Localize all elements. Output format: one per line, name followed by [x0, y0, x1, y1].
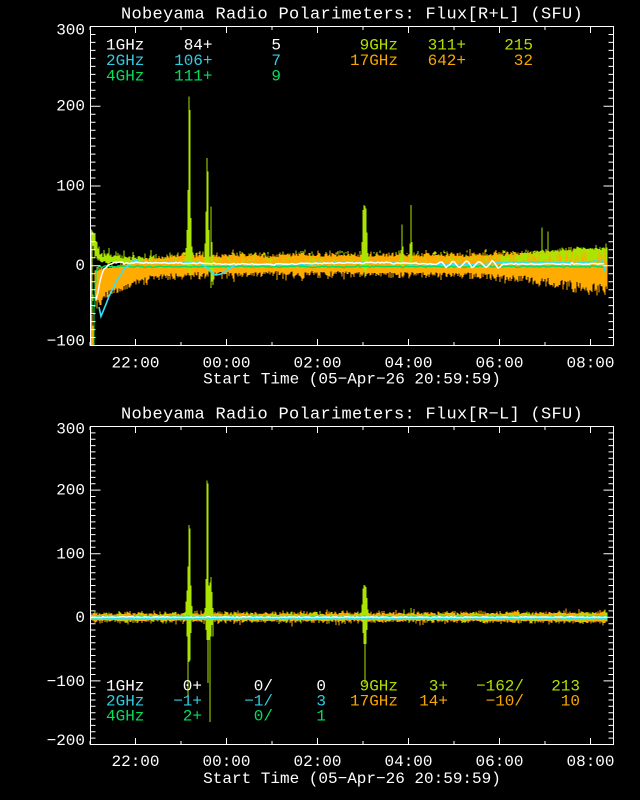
- svg-text:Nobeyama Radio Polarimeters: F: Nobeyama Radio Polarimeters: Flux[R+L] (…: [121, 6, 583, 25]
- svg-text:04:00: 04:00: [384, 355, 432, 373]
- svg-text:3+: 3+: [429, 678, 448, 696]
- svg-text:32: 32: [514, 52, 533, 70]
- svg-text:4GHz: 4GHz: [106, 708, 144, 726]
- svg-text:4GHz: 4GHz: [106, 67, 144, 85]
- svg-text:−100: −100: [47, 333, 85, 351]
- svg-text:84+: 84+: [184, 37, 213, 55]
- svg-text:00:00: 00:00: [202, 355, 250, 373]
- svg-text:0: 0: [75, 257, 85, 275]
- svg-text:14+: 14+: [419, 693, 448, 711]
- svg-text:−100: −100: [47, 673, 85, 691]
- svg-text:0/: 0/: [254, 678, 273, 696]
- svg-text:0+: 0+: [183, 678, 202, 696]
- svg-text:5: 5: [271, 37, 281, 55]
- svg-text:215: 215: [504, 37, 533, 55]
- svg-text:1: 1: [316, 708, 326, 726]
- svg-text:00:00: 00:00: [202, 753, 250, 771]
- svg-text:3: 3: [316, 693, 326, 711]
- svg-text:213: 213: [551, 678, 580, 696]
- svg-text:106+: 106+: [174, 52, 212, 70]
- svg-text:04:00: 04:00: [384, 753, 432, 771]
- svg-text:0: 0: [75, 609, 85, 627]
- svg-text:9: 9: [271, 67, 281, 85]
- svg-text:−10/: −10/: [486, 693, 524, 711]
- svg-text:08:00: 08:00: [566, 355, 614, 373]
- svg-text:08:00: 08:00: [566, 753, 614, 771]
- svg-text:311+: 311+: [428, 37, 466, 55]
- svg-text:642+: 642+: [428, 52, 466, 70]
- svg-text:9GHz: 9GHz: [360, 678, 398, 696]
- svg-text:06:00: 06:00: [475, 753, 523, 771]
- svg-text:−200: −200: [47, 732, 85, 750]
- svg-text:300: 300: [56, 22, 85, 40]
- svg-text:100: 100: [56, 178, 85, 196]
- svg-text:02:00: 02:00: [293, 355, 341, 373]
- svg-text:22:00: 22:00: [111, 753, 159, 771]
- svg-text:200: 200: [56, 482, 85, 500]
- svg-text:06:00: 06:00: [475, 355, 523, 373]
- svg-text:1GHz: 1GHz: [106, 37, 144, 55]
- svg-text:17GHz: 17GHz: [350, 52, 398, 70]
- svg-text:0/: 0/: [254, 708, 273, 726]
- svg-text:Start Time (05−Apr−26 20:59:59: Start Time (05−Apr−26 20:59:59): [203, 371, 501, 389]
- svg-text:22:00: 22:00: [111, 355, 159, 373]
- svg-text:10: 10: [561, 693, 580, 711]
- svg-text:17GHz: 17GHz: [350, 693, 398, 711]
- svg-text:−1+: −1+: [173, 693, 202, 711]
- svg-text:200: 200: [56, 98, 85, 116]
- svg-text:−162/: −162/: [476, 678, 524, 696]
- svg-text:0: 0: [316, 678, 326, 696]
- svg-text:Nobeyama Radio Polarimeters: F: Nobeyama Radio Polarimeters: Flux[R−L] (…: [121, 406, 583, 425]
- svg-text:7: 7: [271, 52, 281, 70]
- svg-text:2GHz: 2GHz: [106, 693, 144, 711]
- svg-text:−1/: −1/: [244, 693, 273, 711]
- svg-text:300: 300: [56, 421, 85, 439]
- svg-text:100: 100: [56, 545, 85, 563]
- svg-text:1GHz: 1GHz: [106, 678, 144, 696]
- svg-text:02:00: 02:00: [293, 753, 341, 771]
- svg-text:111+: 111+: [174, 67, 212, 85]
- svg-text:9GHz: 9GHz: [360, 37, 398, 55]
- svg-text:Start Time (05−Apr−26 20:59:59: Start Time (05−Apr−26 20:59:59): [203, 770, 501, 788]
- svg-text:2+: 2+: [183, 708, 202, 726]
- svg-text:2GHz: 2GHz: [106, 52, 144, 70]
